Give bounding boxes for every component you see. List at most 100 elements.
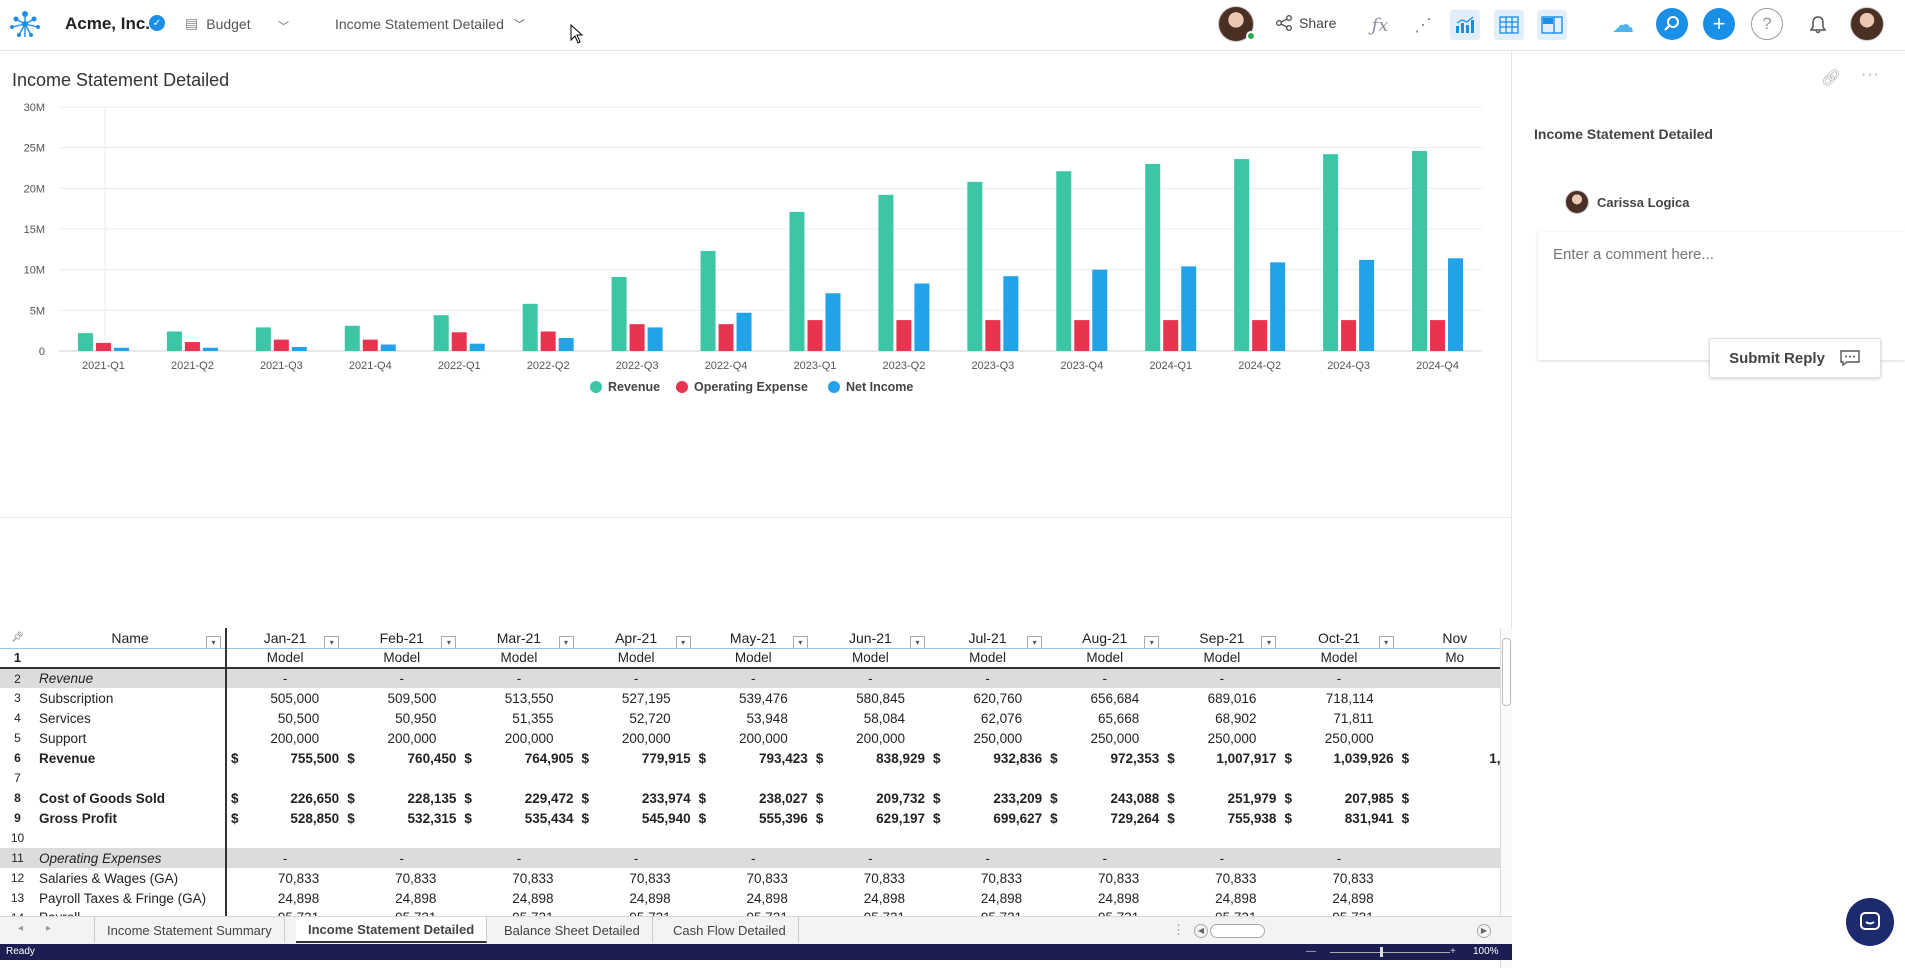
- data-cell[interactable]: [1163, 768, 1280, 788]
- data-cell[interactable]: 24,898: [746, 890, 788, 906]
- row-name[interactable]: [35, 828, 227, 848]
- app-logo-icon[interactable]: [8, 9, 42, 41]
- tab-next-icon[interactable]: ▸: [46, 923, 52, 934]
- report-selector[interactable]: Income Statement Detailed ﹀: [335, 16, 525, 32]
- data-cell[interactable]: [1398, 768, 1512, 788]
- data-cell[interactable]: [1398, 708, 1512, 728]
- data-cell[interactable]: 70,833: [980, 870, 1023, 886]
- zoom-slider[interactable]: [1330, 952, 1450, 953]
- scenario-cell[interactable]: Model: [1163, 648, 1281, 669]
- row-name[interactable]: Services: [35, 708, 227, 728]
- data-cell[interactable]: [1398, 688, 1512, 708]
- column-header-month[interactable]: May-21 ▾: [694, 628, 812, 649]
- row-number[interactable]: 13: [0, 888, 36, 908]
- filter-icon[interactable]: ▾: [205, 636, 221, 647]
- data-cell[interactable]: 24,898: [395, 890, 437, 906]
- data-cell[interactable]: $209,732: [812, 788, 929, 808]
- data-cell[interactable]: 24,898: [512, 890, 554, 906]
- data-cell[interactable]: $226,650: [226, 788, 343, 808]
- data-cell[interactable]: -: [694, 668, 812, 688]
- data-cell[interactable]: [1398, 728, 1512, 748]
- pin-icon[interactable]: 📌︎: [0, 628, 36, 649]
- splitter-icon[interactable]: ⋮: [1172, 922, 1185, 937]
- filter-icon[interactable]: ▾: [909, 636, 925, 647]
- filter-icon[interactable]: ▾: [558, 636, 574, 647]
- data-cell[interactable]: $8: [1398, 808, 1512, 828]
- data-cell[interactable]: [343, 768, 460, 788]
- data-cell[interactable]: $243,088: [1046, 788, 1163, 808]
- data-cell[interactable]: -: [928, 668, 1047, 688]
- data-cell[interactable]: 200,000: [621, 730, 671, 746]
- data-cell[interactable]: [578, 828, 695, 848]
- scenario-cell[interactable]: Model: [577, 648, 695, 669]
- data-cell[interactable]: [460, 828, 577, 848]
- data-cell[interactable]: [226, 768, 343, 788]
- filter-icon[interactable]: ▾: [1261, 636, 1277, 647]
- data-cell[interactable]: $932,836: [929, 748, 1046, 768]
- column-header-month[interactable]: Nov: [1397, 628, 1512, 649]
- data-cell[interactable]: -: [694, 848, 812, 868]
- data-cell[interactable]: 70,833: [629, 870, 671, 886]
- row-number[interactable]: 8: [0, 788, 36, 808]
- data-cell[interactable]: [226, 828, 343, 848]
- tab-balance-sheet-detailed[interactable]: Balance Sheet Detailed: [492, 917, 653, 943]
- row-number[interactable]: 1: [0, 648, 36, 669]
- data-cell[interactable]: -: [460, 848, 578, 868]
- row-number[interactable]: 12: [0, 868, 36, 888]
- filter-icon[interactable]: ▾: [1144, 636, 1160, 647]
- scroll-left-icon[interactable]: ◀: [1194, 924, 1208, 938]
- scroll-right-icon[interactable]: ▶: [1477, 924, 1491, 938]
- data-cell[interactable]: -: [811, 668, 929, 688]
- column-header-month[interactable]: Sep-21 ▾: [1163, 628, 1281, 649]
- zoom-slider-thumb[interactable]: [1380, 947, 1383, 957]
- filter-icon[interactable]: ▾: [324, 636, 340, 647]
- scenario-cell[interactable]: Model: [1046, 648, 1164, 669]
- filter-icon[interactable]: ▾: [675, 636, 691, 647]
- row-number[interactable]: 7: [0, 768, 36, 788]
- data-cell[interactable]: [929, 768, 1046, 788]
- data-cell[interactable]: 250,000: [973, 730, 1023, 746]
- submit-reply-button[interactable]: Submit Reply: [1709, 338, 1881, 378]
- data-cell[interactable]: [1163, 828, 1280, 848]
- data-cell[interactable]: 24,898: [863, 890, 905, 906]
- row-number[interactable]: 11: [0, 848, 36, 868]
- data-cell[interactable]: 50,500: [277, 710, 320, 726]
- data-cell[interactable]: $532,315: [343, 808, 460, 828]
- data-cell[interactable]: 656,684: [1090, 690, 1140, 706]
- data-cell[interactable]: [1280, 828, 1397, 848]
- data-cell[interactable]: $535,434: [460, 808, 577, 828]
- column-header-name[interactable]: Name ▾: [35, 628, 227, 649]
- scenario-cell[interactable]: Model: [811, 648, 929, 669]
- data-cell[interactable]: 620,760: [973, 690, 1023, 706]
- share-button[interactable]: Share: [1275, 14, 1336, 32]
- link-icon[interactable]: 🔗︎: [1821, 70, 1842, 87]
- cloud-icon[interactable]: ☁: [1612, 12, 1634, 37]
- filter-icon[interactable]: ▾: [1378, 636, 1394, 647]
- data-cell[interactable]: 24,898: [1332, 890, 1374, 906]
- column-header-month[interactable]: Jan-21 ▾: [225, 628, 344, 649]
- data-cell[interactable]: -: [811, 848, 929, 868]
- name-cell[interactable]: [35, 648, 227, 669]
- data-cell[interactable]: -: [577, 848, 695, 868]
- data-cell[interactable]: 509,500: [387, 690, 437, 706]
- data-cell[interactable]: 70,833: [1332, 870, 1374, 886]
- bell-icon[interactable]: [1803, 10, 1833, 40]
- data-cell[interactable]: $545,940: [578, 808, 695, 828]
- row-name[interactable]: Revenue: [35, 748, 227, 768]
- data-cell[interactable]: [1397, 848, 1512, 868]
- data-cell[interactable]: 200,000: [739, 730, 788, 746]
- column-header-month[interactable]: Jun-21 ▾: [811, 628, 929, 649]
- scenario-cell[interactable]: Model: [928, 648, 1047, 669]
- grid-view-icon[interactable]: [1494, 10, 1524, 40]
- data-cell[interactable]: 24,898: [629, 890, 671, 906]
- data-cell[interactable]: -: [1046, 668, 1164, 688]
- chevron-down-icon[interactable]: ﹀: [278, 21, 289, 33]
- row-name[interactable]: Revenue: [35, 668, 227, 688]
- data-cell[interactable]: [812, 768, 929, 788]
- formula-icon[interactable]: ƒx: [1371, 14, 1389, 36]
- data-cell[interactable]: [343, 828, 460, 848]
- data-cell[interactable]: 718,114: [1325, 690, 1374, 706]
- row-name[interactable]: Cost of Goods Sold: [35, 788, 227, 808]
- data-cell[interactable]: [1280, 768, 1397, 788]
- row-name[interactable]: [35, 768, 227, 788]
